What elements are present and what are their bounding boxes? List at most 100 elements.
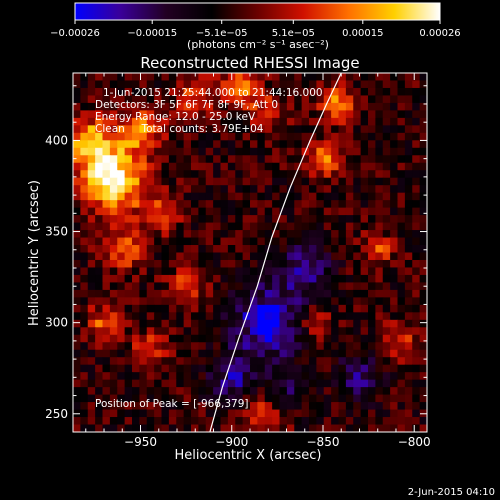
heatmap-cell <box>176 372 185 381</box>
heatmap-cell <box>220 327 229 336</box>
heatmap-cell <box>80 177 89 186</box>
heatmap-cell <box>338 87 347 97</box>
heatmap-cell <box>368 274 376 284</box>
heatmap-cell <box>73 185 81 194</box>
heatmap-cell <box>132 282 140 291</box>
heatmap-cell <box>250 132 258 141</box>
heatmap-cell <box>205 237 214 246</box>
heatmap-cell <box>146 267 155 276</box>
heatmap-cell <box>168 402 177 411</box>
heatmap-cell <box>279 95 288 104</box>
heatmap-cell <box>257 252 266 261</box>
heatmap-cell <box>205 424 214 432</box>
heatmap-cell <box>353 409 362 418</box>
heatmap-cell <box>412 215 421 224</box>
heatmap-cell <box>117 170 126 179</box>
heatmap-cell <box>161 73 170 82</box>
heatmap-cell <box>419 379 427 388</box>
heatmap-cell <box>279 110 288 119</box>
heatmap-cell <box>154 222 163 231</box>
heatmap-cell <box>279 394 288 403</box>
heatmap-cell <box>257 387 266 396</box>
heatmap-cell <box>183 327 192 336</box>
heatmap-cell <box>360 215 369 224</box>
heatmap-cell <box>191 424 199 432</box>
heatmap-cell <box>109 125 118 134</box>
heatmap-cell <box>323 364 332 373</box>
heatmap-cell <box>198 357 207 366</box>
heatmap-cell <box>375 304 384 313</box>
heatmap-cell <box>338 312 347 321</box>
heatmap-cell <box>264 87 273 97</box>
heatmap-cell <box>132 200 140 209</box>
heatmap-cell <box>146 357 155 366</box>
heatmap-cell <box>154 95 163 104</box>
heatmap-cell <box>95 192 104 201</box>
heatmap-cell <box>360 230 369 239</box>
heatmap-cell <box>205 155 214 164</box>
heatmap-cell <box>250 282 258 291</box>
heatmap-cell <box>345 185 354 194</box>
heatmap-cell <box>368 319 376 328</box>
heatmap-cell <box>183 192 192 201</box>
heatmap-cell <box>264 252 273 261</box>
heatmap-cell <box>390 312 399 321</box>
heatmap-cell <box>242 342 251 351</box>
heatmap-cell <box>124 349 133 358</box>
heatmap-cell <box>382 334 391 343</box>
heatmap-cell <box>250 349 258 358</box>
heatmap-cell <box>102 379 111 388</box>
heatmap-cell <box>80 334 89 343</box>
heatmap-cell <box>220 102 229 111</box>
heatmap-cell <box>191 185 199 194</box>
heatmap-cell <box>286 274 295 284</box>
heatmap-cell <box>331 102 340 111</box>
heatmap-cell <box>213 409 222 418</box>
heatmap-cell <box>390 304 399 313</box>
heatmap-cell <box>146 372 155 381</box>
heatmap-cell <box>154 289 163 298</box>
heatmap-cell <box>331 222 340 231</box>
heatmap-cell <box>331 379 340 388</box>
heatmap-cell <box>168 424 177 432</box>
heatmap-cell <box>397 334 406 343</box>
heatmap-cell <box>382 379 391 388</box>
heatmap-cell <box>191 402 199 411</box>
heatmap-cell <box>272 327 281 336</box>
heatmap-cell <box>205 312 214 321</box>
heatmap-cell <box>80 289 89 298</box>
heatmap-cell <box>168 177 177 186</box>
heatmap-cell <box>279 417 288 426</box>
heatmap-cell <box>139 334 148 343</box>
heatmap-cell <box>87 177 96 186</box>
heatmap-cell <box>272 409 281 418</box>
heatmap-cell <box>80 342 89 351</box>
heatmap-cell <box>338 304 347 313</box>
heatmap-cell <box>331 245 340 254</box>
heatmap-cell <box>176 177 185 186</box>
heatmap-cell <box>87 155 96 164</box>
heatmap-cell <box>257 424 266 432</box>
heatmap-cell <box>205 402 214 411</box>
heatmap-cell <box>375 349 384 358</box>
heatmap-cell <box>264 342 273 351</box>
heatmap-cell <box>95 424 104 432</box>
heatmap-cell <box>345 304 354 313</box>
heatmap-cell <box>286 132 295 141</box>
heatmap-cell <box>146 245 155 254</box>
heatmap-cell <box>183 110 192 119</box>
heatmap-cell <box>161 304 170 313</box>
heatmap-cell <box>331 230 340 239</box>
annotation-time: 1-Jun-2015 21:25:44.000 to 21:44:16.000 <box>103 87 323 99</box>
heatmap-cell <box>397 80 406 89</box>
heatmap-cell <box>338 132 347 141</box>
heatmap-cell <box>382 387 391 396</box>
heatmap-cell <box>419 117 427 126</box>
heatmap-cell <box>279 192 288 201</box>
heatmap-cell <box>404 297 413 306</box>
heatmap-cell <box>220 364 229 373</box>
heatmap-cell <box>368 349 376 358</box>
heatmap-cell <box>176 402 185 411</box>
heatmap-cell <box>227 125 236 134</box>
heatmap-cell <box>382 267 391 276</box>
